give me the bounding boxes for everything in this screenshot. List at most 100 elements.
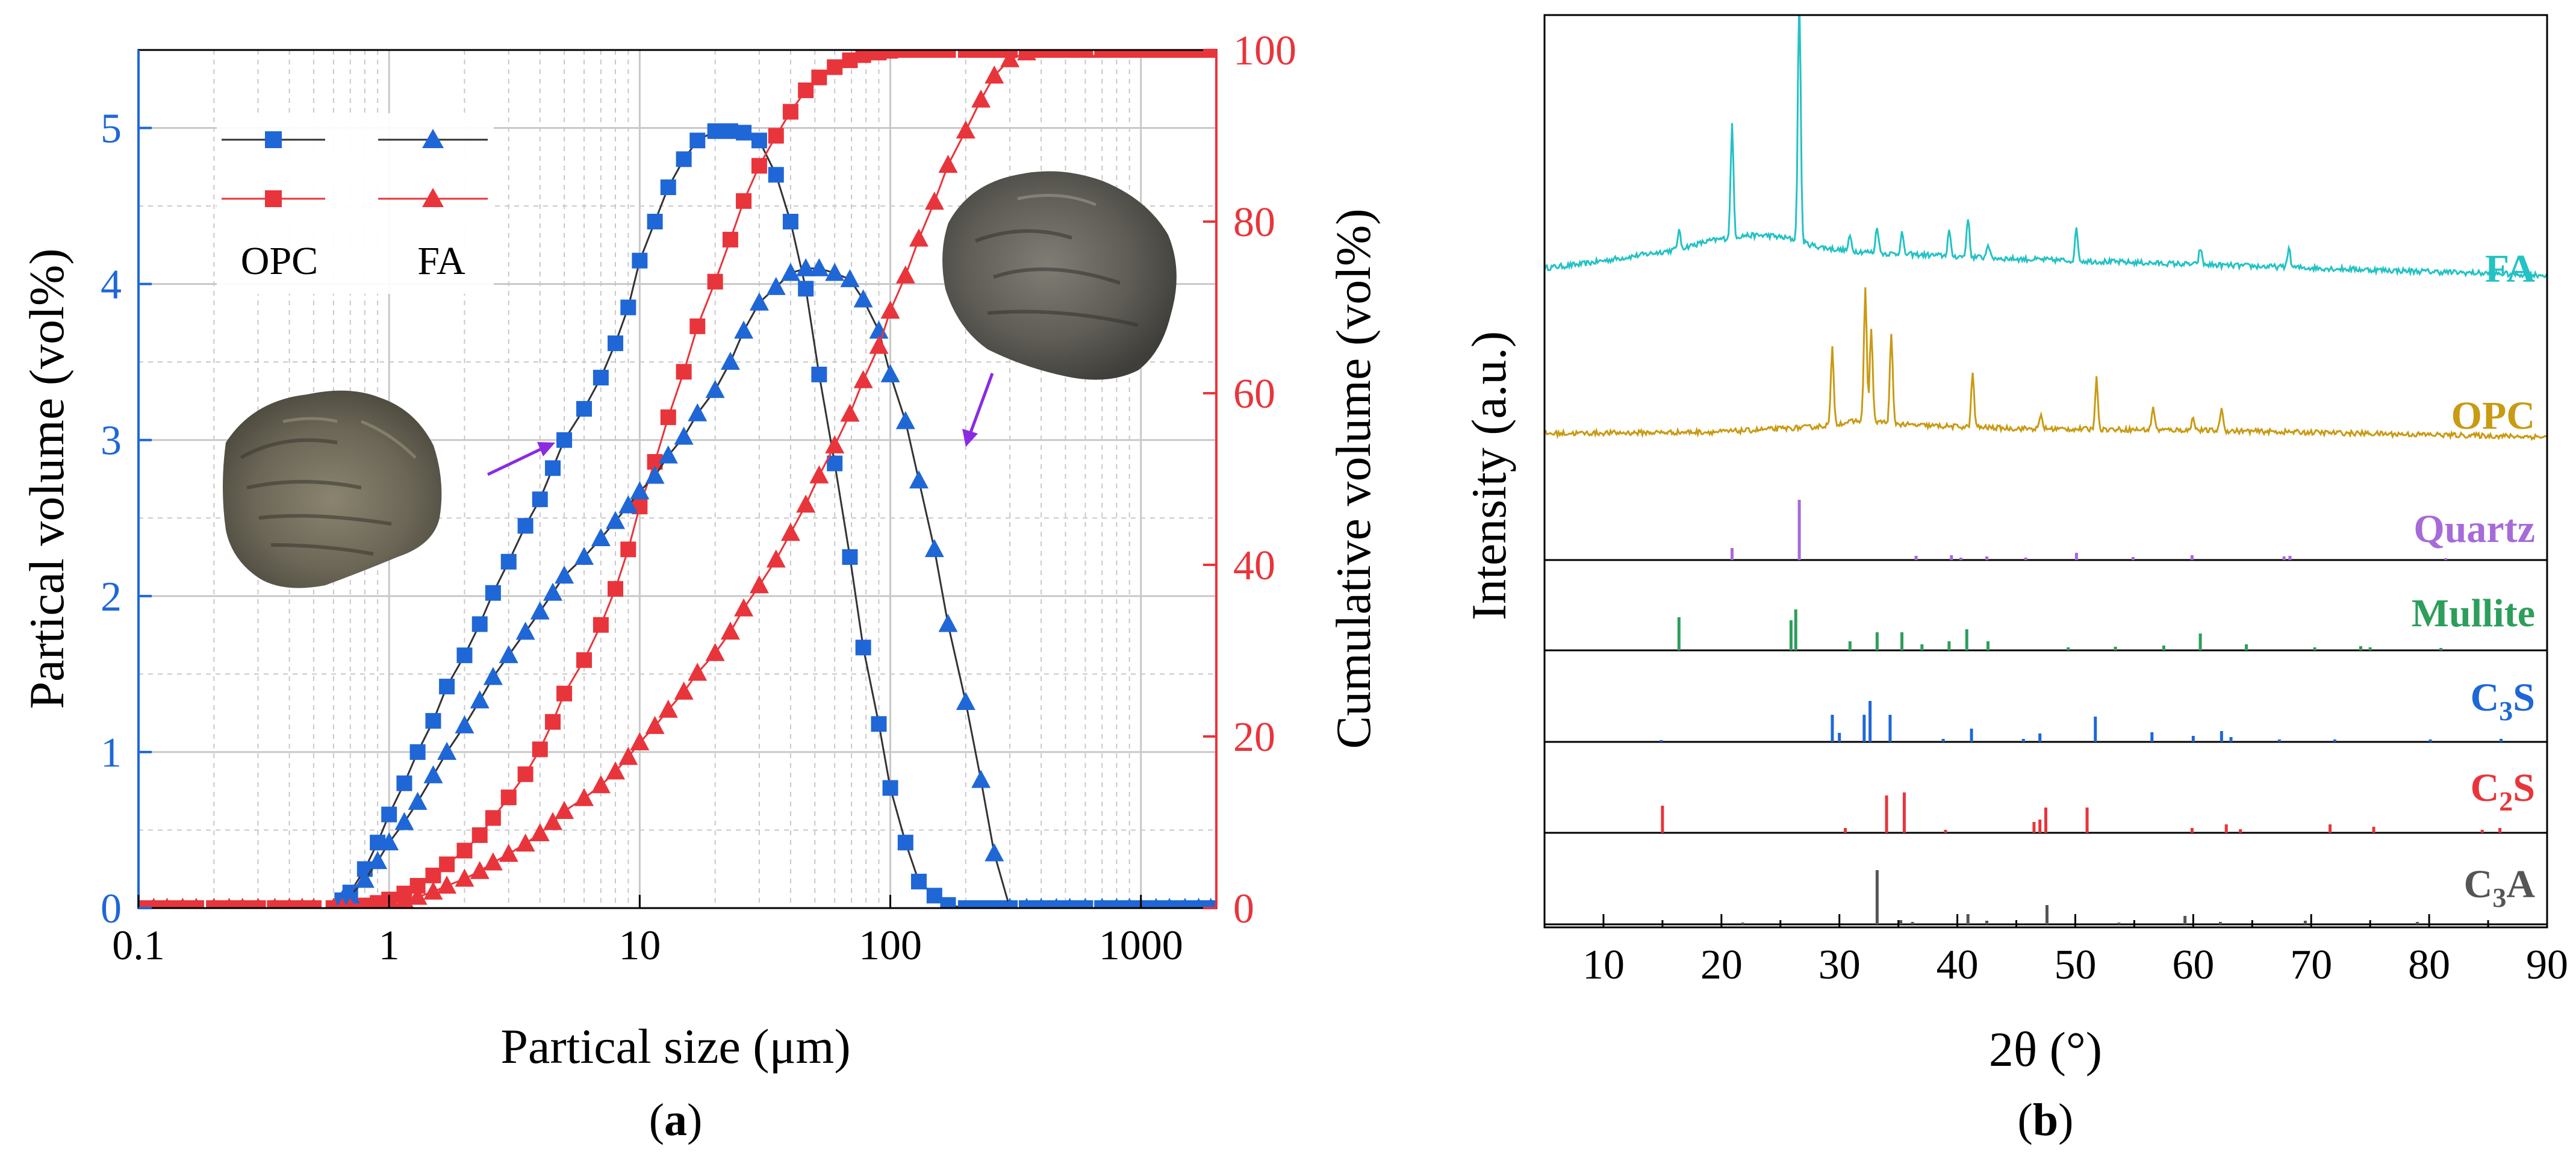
data-point bbox=[1179, 898, 1191, 908]
data-point bbox=[455, 868, 474, 887]
x-tick-label: 70 bbox=[2290, 942, 2332, 988]
data-point bbox=[1075, 50, 1095, 58]
legend-fa-volume-marker bbox=[422, 129, 444, 148]
label-c2s-end: S bbox=[2513, 766, 2535, 810]
data-point bbox=[957, 900, 974, 908]
data-point bbox=[576, 652, 593, 668]
label-c3a-sub: 3 bbox=[2492, 882, 2506, 913]
label-c3a-main: C bbox=[2464, 862, 2493, 906]
data-point bbox=[344, 898, 356, 908]
data-point bbox=[252, 898, 264, 908]
data-point bbox=[971, 89, 991, 108]
x-tick-label: 40 bbox=[1937, 942, 1979, 988]
data-point bbox=[658, 445, 678, 464]
panel-b-caption: (b) bbox=[2018, 1095, 2074, 1145]
x-tick-label: 90 bbox=[2526, 942, 2568, 988]
legend-opc-label: OPC bbox=[241, 239, 318, 283]
xrd-pattern-opc bbox=[1545, 287, 2547, 441]
left-y-tick-label: 2 bbox=[101, 574, 122, 620]
right-y-tick-label: 20 bbox=[1233, 714, 1275, 761]
data-point bbox=[499, 844, 518, 862]
data-point bbox=[782, 214, 798, 229]
data-point bbox=[515, 833, 535, 852]
data-point bbox=[895, 411, 915, 429]
opc-arrow bbox=[487, 442, 555, 476]
data-point bbox=[408, 791, 428, 810]
data-point bbox=[515, 621, 535, 640]
data-point bbox=[439, 679, 455, 695]
data-point bbox=[630, 481, 650, 500]
data-point bbox=[796, 258, 816, 276]
data-point bbox=[237, 898, 248, 908]
data-point bbox=[574, 788, 594, 806]
data-point bbox=[722, 231, 738, 247]
data-point bbox=[423, 881, 443, 900]
panel-a-left-y-axis-label: Partical volume (vol%) bbox=[19, 248, 74, 709]
legend: OPC FA bbox=[217, 113, 494, 294]
data-point bbox=[208, 898, 220, 908]
data-point bbox=[985, 65, 1004, 84]
data-point bbox=[161, 898, 173, 908]
data-point bbox=[853, 370, 873, 388]
data-point bbox=[973, 50, 989, 58]
x-tick-label: 0.1 bbox=[112, 923, 165, 969]
panel-b-ticks: 10 20 30 40 50 60 70 80 90 bbox=[1582, 914, 2568, 988]
data-point bbox=[1092, 50, 1112, 58]
x-tick-label: 1 bbox=[379, 923, 400, 969]
data-point bbox=[630, 732, 650, 750]
x-tick-label: 10 bbox=[1582, 942, 1625, 988]
data-point bbox=[910, 873, 927, 889]
right-y-tick-label: 100 bbox=[1233, 28, 1296, 74]
data-point bbox=[437, 875, 457, 894]
data-point bbox=[938, 154, 958, 173]
right-y-tick-label: 40 bbox=[1233, 543, 1275, 589]
data-point bbox=[620, 541, 636, 558]
data-point bbox=[381, 806, 397, 823]
data-point bbox=[555, 800, 574, 819]
panel-a-x-axis-label: Partical size (μm) bbox=[500, 1019, 850, 1074]
data-point bbox=[1205, 898, 1216, 908]
data-point bbox=[379, 832, 399, 851]
data-point bbox=[1021, 898, 1033, 908]
data-point bbox=[530, 601, 550, 620]
data-point bbox=[409, 744, 426, 760]
data-point bbox=[532, 491, 548, 508]
data-point bbox=[593, 370, 609, 386]
label-c3a: C3A bbox=[2464, 862, 2536, 913]
data-point bbox=[1064, 898, 1075, 908]
data-point bbox=[394, 812, 414, 830]
opc-powder-image bbox=[223, 390, 442, 588]
data-point bbox=[940, 897, 956, 908]
fa-powder-image bbox=[942, 171, 1177, 380]
data-point bbox=[606, 511, 626, 529]
data-point bbox=[722, 123, 738, 139]
data-point bbox=[986, 50, 1003, 58]
data-point bbox=[825, 435, 845, 453]
data-point bbox=[574, 547, 594, 565]
panel-b-y-axis-label: Intensity (a.u.) bbox=[1461, 331, 1516, 620]
data-point bbox=[439, 856, 455, 873]
panel-b-frame bbox=[1543, 14, 2548, 929]
data-point bbox=[986, 900, 1003, 908]
data-point bbox=[895, 265, 915, 284]
data-point bbox=[798, 82, 814, 98]
data-point bbox=[705, 643, 725, 661]
legend-fa-label: FA bbox=[417, 239, 465, 283]
label-c3s-end: S bbox=[2513, 676, 2535, 720]
data-point bbox=[736, 125, 752, 141]
data-point bbox=[408, 886, 428, 905]
data-point bbox=[707, 273, 723, 290]
data-point bbox=[517, 518, 534, 534]
data-point bbox=[1004, 898, 1016, 908]
data-point bbox=[556, 685, 573, 702]
data-point bbox=[647, 214, 663, 229]
data-point bbox=[483, 667, 503, 685]
label-c2s-sub: 2 bbox=[2499, 786, 2513, 817]
data-point bbox=[926, 888, 942, 904]
left-y-tick-label: 1 bbox=[101, 730, 122, 776]
data-point bbox=[545, 714, 561, 730]
data-point bbox=[608, 335, 624, 352]
data-point bbox=[517, 766, 534, 782]
data-point bbox=[897, 50, 913, 58]
data-point bbox=[632, 252, 648, 269]
